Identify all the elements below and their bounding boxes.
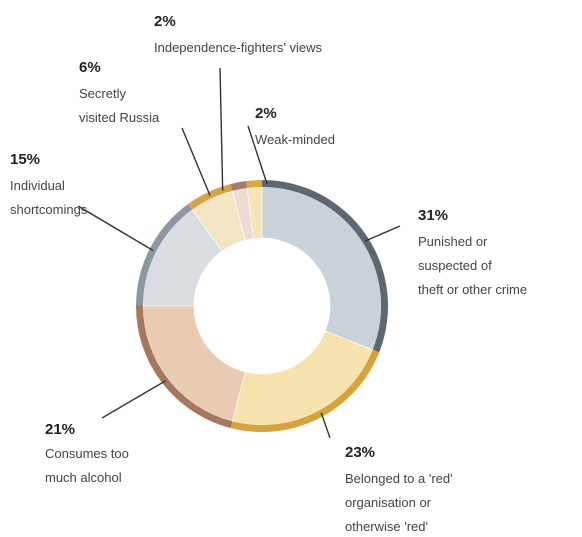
label-group-weak-minded: 2% Weak-minded [255,105,335,147]
percent-label-independence-fighters: 2% [154,13,176,30]
slice-rim-independence-fighters [230,180,248,191]
category-label-shortcomings-line-1: Individual [10,178,65,193]
leader-line-visited-russia [181,127,211,196]
percent-label-visited-russia: 6% [79,59,101,76]
slice-theft-crime [261,186,382,351]
leader-lines [77,67,401,439]
leader-line-independence-fighters [219,67,224,191]
slice-rim-shortcomings [136,204,193,306]
leader-line-red-organisation [320,412,331,439]
slice-rim-weak-minded [246,180,262,188]
label-group-alcohol: 21% Consumes too much alcohol [45,421,129,485]
percent-label-red-organisation: 23% [345,444,375,461]
leader-line-theft-crime [364,225,401,242]
slice-rim-alcohol [136,306,233,429]
slice-weak-minded [246,186,263,239]
donut-slices [136,180,389,432]
category-label-shortcomings-line-2: shortcomings [10,202,88,217]
slice-red-organisation [232,330,374,426]
category-label-alcohol-line-2: much alcohol [45,470,122,485]
category-label-red-organisation-line-2: organisation or [345,495,432,510]
category-label-independence-fighters: Independence-fighters' views [154,40,322,55]
slice-rim-visited-russia [187,183,233,210]
category-label-theft-crime-line-3: theft or other crime [418,282,527,297]
label-group-shortcomings: 15% Individual shortcomings [10,151,88,217]
slice-rim-red-organisation [230,349,380,432]
percent-label-alcohol: 21% [45,421,75,438]
percent-label-weak-minded: 2% [255,105,277,122]
category-label-visited-russia-line-1: Secretly [79,86,126,101]
label-group-red-organisation: 23% Belonged to a 'red' organisation or … [345,444,453,534]
category-label-theft-crime-line-2: suspected of [418,258,492,273]
label-group-independence-fighters: 2% Independence-fighters' views [154,13,322,55]
leader-line-alcohol [101,380,166,419]
percent-label-theft-crime: 31% [418,207,448,224]
slice-rim-theft-crime [262,180,389,353]
percent-label-shortcomings: 15% [10,151,40,168]
leader-line-weak-minded [247,125,268,185]
leader-line-shortcomings [77,205,154,252]
category-label-visited-russia-line-2: visited Russia [79,110,160,125]
category-label-red-organisation-line-3: otherwise 'red' [345,519,428,534]
category-label-theft-crime-line-1: Punished or [418,234,488,249]
category-label-weak-minded: Weak-minded [255,132,335,147]
category-label-red-organisation-line-1: Belonged to a 'red' [345,471,453,486]
label-group-theft-crime: 31% Punished or suspected of theft or ot… [418,207,527,297]
category-label-alcohol-line-1: Consumes too [45,446,129,461]
label-group-visited-russia: 6% Secretly visited Russia [79,59,160,125]
